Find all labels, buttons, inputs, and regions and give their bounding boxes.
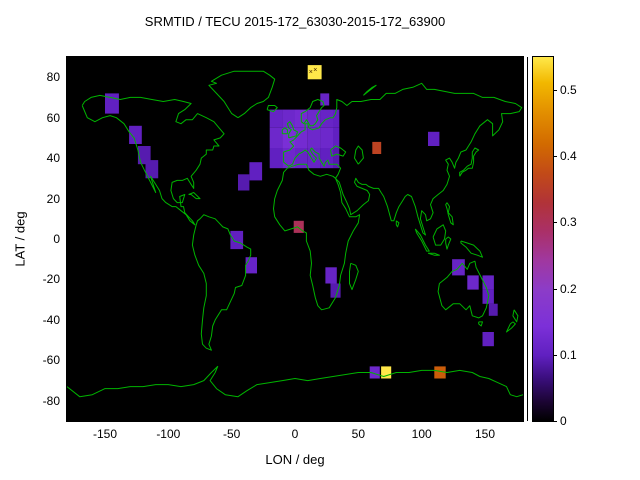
heatmap-cell <box>282 148 295 169</box>
heatmap-cell <box>488 303 498 316</box>
coastline-borneo <box>432 224 447 246</box>
cell-marker: × <box>313 67 317 74</box>
colorbar <box>532 56 554 422</box>
x-tick-label: -150 <box>92 427 118 441</box>
chart-title: SRMTID / TECU 2015-172_63030-2015-172_63… <box>144 14 446 29</box>
heatmap-cell <box>269 127 283 148</box>
coastline-tasmania <box>478 321 483 327</box>
heatmap-cell <box>320 93 330 106</box>
y-tick-label: -60 <box>42 353 60 368</box>
colorbar-tick-label: 0.1 <box>560 347 577 362</box>
heatmap-cell <box>333 109 340 128</box>
y-tick-label: 60 <box>46 110 60 125</box>
heatmap-cell <box>238 174 250 191</box>
heatmap-cell <box>381 366 392 379</box>
colorbar-tick-mark <box>553 289 557 290</box>
x-tick-label: 0 <box>291 427 299 441</box>
plot-area: × × <box>66 56 524 422</box>
coastline-japan <box>459 147 480 177</box>
colorbar-tick-label: 0.2 <box>560 281 577 296</box>
y-tick-label: -20 <box>42 272 60 287</box>
y-tick-label: 20 <box>46 191 60 206</box>
coastline-caspian-sea <box>354 145 364 165</box>
colorbar-tick-label: 0.5 <box>560 83 577 98</box>
heatmap-cell <box>320 148 333 169</box>
coastline-britain <box>286 121 298 139</box>
x-tick-label: -100 <box>156 427 181 441</box>
heatmap-cell <box>307 65 322 80</box>
heatmap-cell <box>295 148 308 169</box>
coastline-black-sea <box>330 145 347 157</box>
heatmap-cell <box>307 127 321 148</box>
heatmap-cell <box>293 220 304 233</box>
heatmap-cell <box>245 257 257 274</box>
coastline-madagascar <box>349 262 359 291</box>
coastline-sri-lanka <box>395 220 400 228</box>
heatmap-cell <box>330 283 341 298</box>
coastline-greenland <box>208 70 276 119</box>
heatmap-cell <box>482 275 494 290</box>
colorbar-tick-mark <box>553 156 557 157</box>
colorbar-tick-label: 0.3 <box>560 215 577 230</box>
heatmap-cell <box>269 109 283 128</box>
colorbar-tick-mark <box>553 355 557 356</box>
coastline-australia <box>437 260 490 319</box>
heatmap-cell <box>333 148 340 169</box>
coastline-new-guinea <box>460 240 483 258</box>
coastline-south-america <box>191 214 252 351</box>
coastline-sumatra <box>414 228 430 252</box>
y-tick-label: 0 <box>53 232 60 246</box>
coastline-north-america <box>81 94 225 226</box>
colorbar-tick-mark <box>553 90 557 91</box>
coastline-sulawesi <box>445 236 452 250</box>
heatmap-cell <box>249 162 263 181</box>
coastline-eurasia <box>283 82 523 236</box>
coastline-africa <box>273 163 361 311</box>
x-tick-label: 100 <box>411 427 432 441</box>
heatmap-cell <box>137 146 151 165</box>
heatmap-cell <box>320 127 333 148</box>
colorbar-separator-line <box>527 57 528 421</box>
coastline-java <box>427 252 440 256</box>
heatmap-cell <box>295 127 308 148</box>
heatmap-cell <box>482 332 494 347</box>
x-tick-label: 50 <box>351 427 366 441</box>
heatmap-cell <box>372 141 382 154</box>
heatmap-cell <box>333 127 340 148</box>
cell-marker: × <box>309 69 313 76</box>
x-tick-label: -50 <box>222 427 241 441</box>
heatmap-cell <box>369 366 380 379</box>
y-tick-label: 40 <box>46 151 60 166</box>
heatmap-cell <box>325 267 337 284</box>
heatmap-cell <box>269 148 283 169</box>
y-tick-label: -40 <box>42 312 60 327</box>
heatmap-cell <box>230 230 244 250</box>
x-axis-label: LON / deg <box>265 452 325 467</box>
coastline-cuba <box>188 192 201 200</box>
world-heatmap: × × <box>67 65 523 398</box>
y-tick-label: 80 <box>46 70 60 85</box>
coastline-antarctica <box>67 365 523 398</box>
colorbar-tick-mark <box>553 421 557 422</box>
coastline-new-zealand-south <box>506 321 516 333</box>
coastline-new-zealand-north <box>512 309 519 323</box>
heatmap-cell <box>428 131 440 146</box>
colorbar-tick-label: 0.4 <box>560 149 577 164</box>
colorbar-gradient <box>533 57 553 421</box>
heatmap-cell <box>434 366 446 379</box>
coastline-novaya-zemlya <box>363 84 377 96</box>
heatmap-cell <box>467 275 479 290</box>
heatmap-cell <box>129 125 142 144</box>
heatmap-cell <box>145 160 159 179</box>
colorbar-tick-mark <box>553 222 557 223</box>
x-tick-label: 150 <box>474 427 496 441</box>
colorbar-tick-label: 0 <box>560 414 567 428</box>
y-tick-label: -80 <box>42 393 60 408</box>
coastline-iceland <box>266 105 278 113</box>
coastline-scandinavia <box>300 99 325 127</box>
coastline-ireland <box>281 127 288 135</box>
coastline-philippines <box>445 202 454 226</box>
heatmap-cell <box>282 109 295 128</box>
